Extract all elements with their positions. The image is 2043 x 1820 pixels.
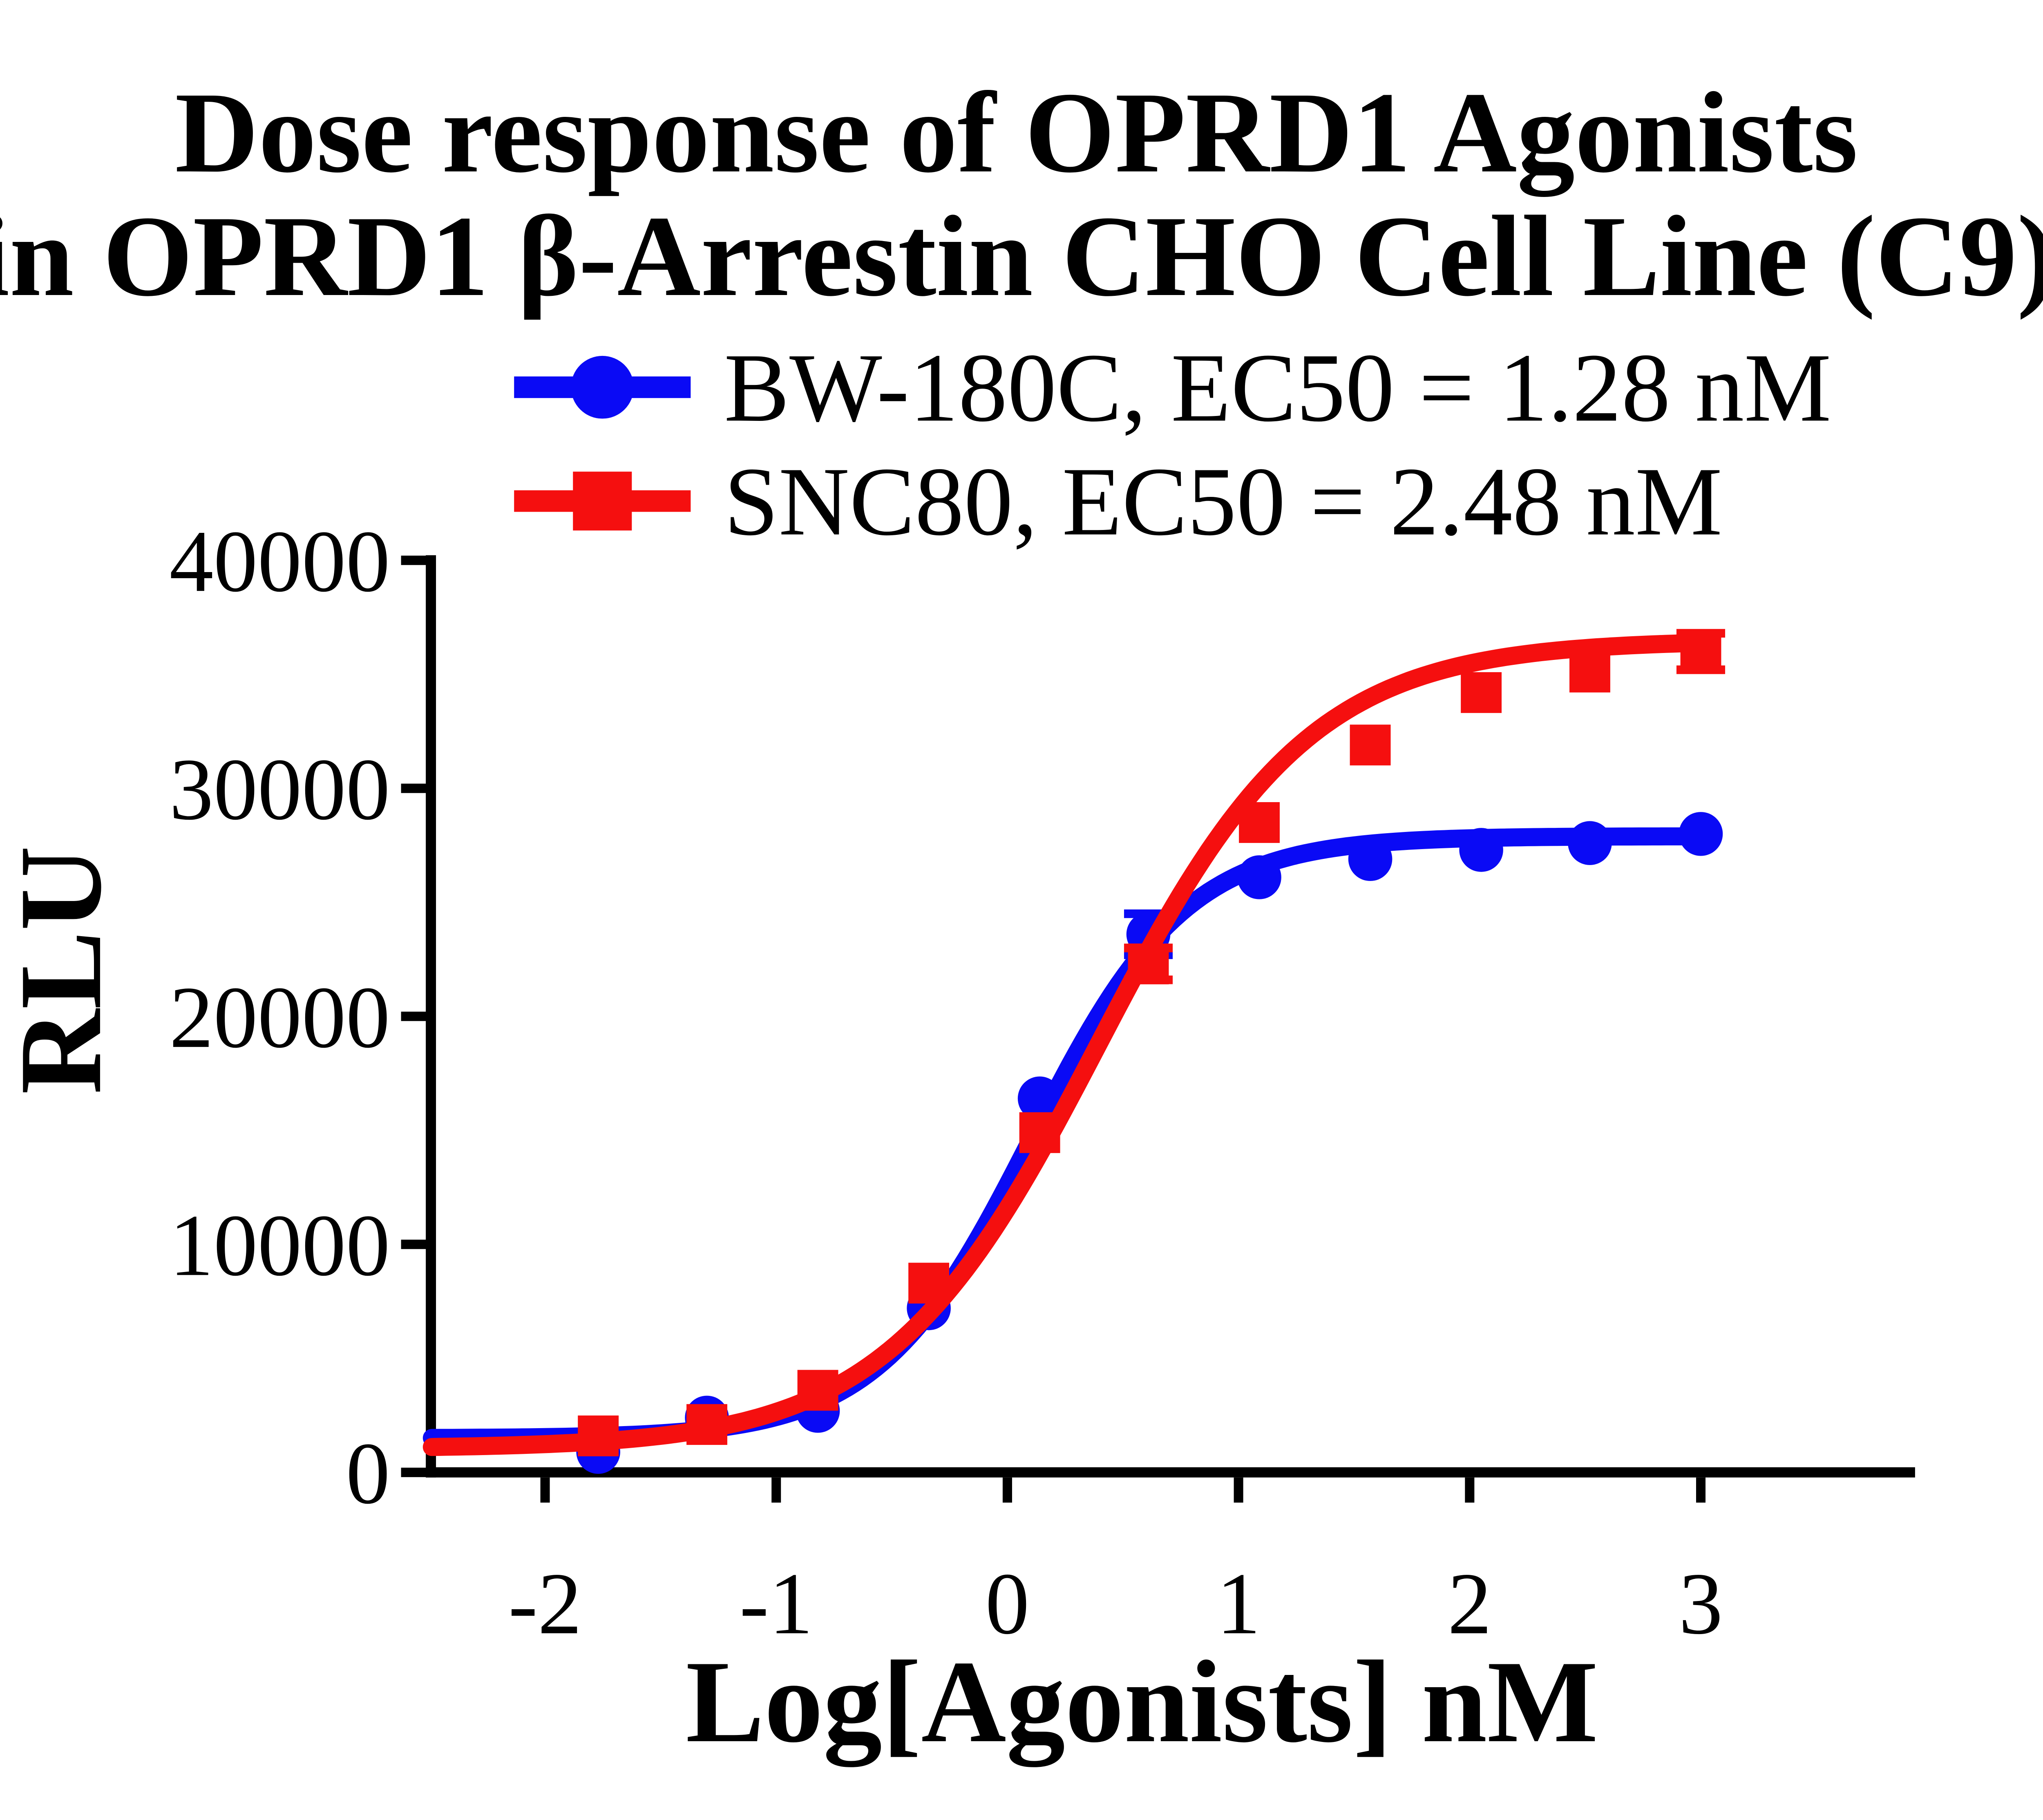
series-1-marker-6 [1239, 802, 1280, 843]
series-1-marker-7 [1350, 724, 1391, 766]
data-layer [422, 629, 1726, 1474]
y-tick-label-10000: 10000 [169, 1196, 390, 1294]
series-1-marker-10 [1680, 631, 1721, 672]
series-1-marker-1 [686, 1404, 727, 1445]
legend-label-snc80: SNC80, EC50 = 2.48 nM [724, 447, 1722, 556]
series-0-marker-9 [1568, 821, 1612, 865]
legend-square-marker-icon [573, 472, 632, 531]
tick-layer: 0 10000 20000 30000 40000 -2 -1 0 1 2 3 [169, 512, 1723, 1652]
chart-title-line1: Dose response of OPRD1 Agonists [175, 69, 1858, 198]
y-tick-label-30000: 30000 [169, 740, 390, 838]
series-0-marker-10 [1679, 812, 1723, 856]
x-tick-label--2: -2 [508, 1554, 582, 1652]
series-1-marker-2 [797, 1370, 838, 1411]
series-0-marker-8 [1459, 828, 1503, 872]
series-1-fit-curve [422, 634, 1710, 1456]
series-1-marker-0 [578, 1415, 619, 1456]
y-tick-label-40000: 40000 [169, 512, 390, 610]
series-0-marker-6 [1237, 855, 1281, 899]
series-1-marker-4 [1019, 1112, 1060, 1153]
legend: BW-180C, EC50 = 1.28 nM SNC80, EC50 = 2.… [514, 333, 1831, 556]
y-axis-title: RLU [0, 846, 126, 1094]
legend-label-bw180c: BW-180C, EC50 = 1.28 nM [724, 333, 1831, 442]
chart-title-line2: in OPRD1 β-Arrestin CHO Cell Line (C9) [0, 192, 2043, 320]
series-1-marker-5 [1128, 943, 1169, 984]
legend-circle-marker-icon [571, 356, 634, 419]
series-0-marker-4 [1017, 1076, 1062, 1120]
legend-row-snc80: SNC80, EC50 = 2.48 nM [514, 447, 1722, 556]
y-tick-label-20000: 20000 [169, 968, 390, 1066]
series-0-marker-7 [1348, 837, 1393, 881]
axes: 0 10000 20000 30000 40000 -2 -1 0 1 2 3 [169, 512, 1915, 1652]
y-tick-label-0: 0 [346, 1424, 390, 1522]
x-axis-title: Log[Agonists] nM [686, 1637, 1598, 1769]
x-tick-label--1: -1 [740, 1554, 813, 1652]
legend-row-bw180c: BW-180C, EC50 = 1.28 nM [514, 333, 1831, 442]
series-1-marker-8 [1461, 672, 1502, 713]
x-tick-label-1: 1 [1216, 1554, 1261, 1652]
series-1-marker-9 [1569, 651, 1610, 693]
series-0-fit-curve [422, 827, 1710, 1447]
series-1-marker-3 [908, 1263, 950, 1304]
x-tick-label-0: 0 [985, 1554, 1029, 1652]
x-tick-label-2: 2 [1448, 1554, 1492, 1652]
x-tick-label-3: 3 [1679, 1554, 1723, 1652]
